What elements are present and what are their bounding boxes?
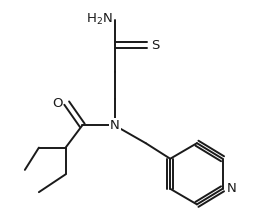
Text: N: N — [227, 182, 237, 195]
Text: S: S — [151, 39, 160, 52]
Text: O: O — [52, 97, 62, 110]
Text: H$_2$N: H$_2$N — [85, 12, 112, 27]
Text: N: N — [110, 119, 119, 132]
